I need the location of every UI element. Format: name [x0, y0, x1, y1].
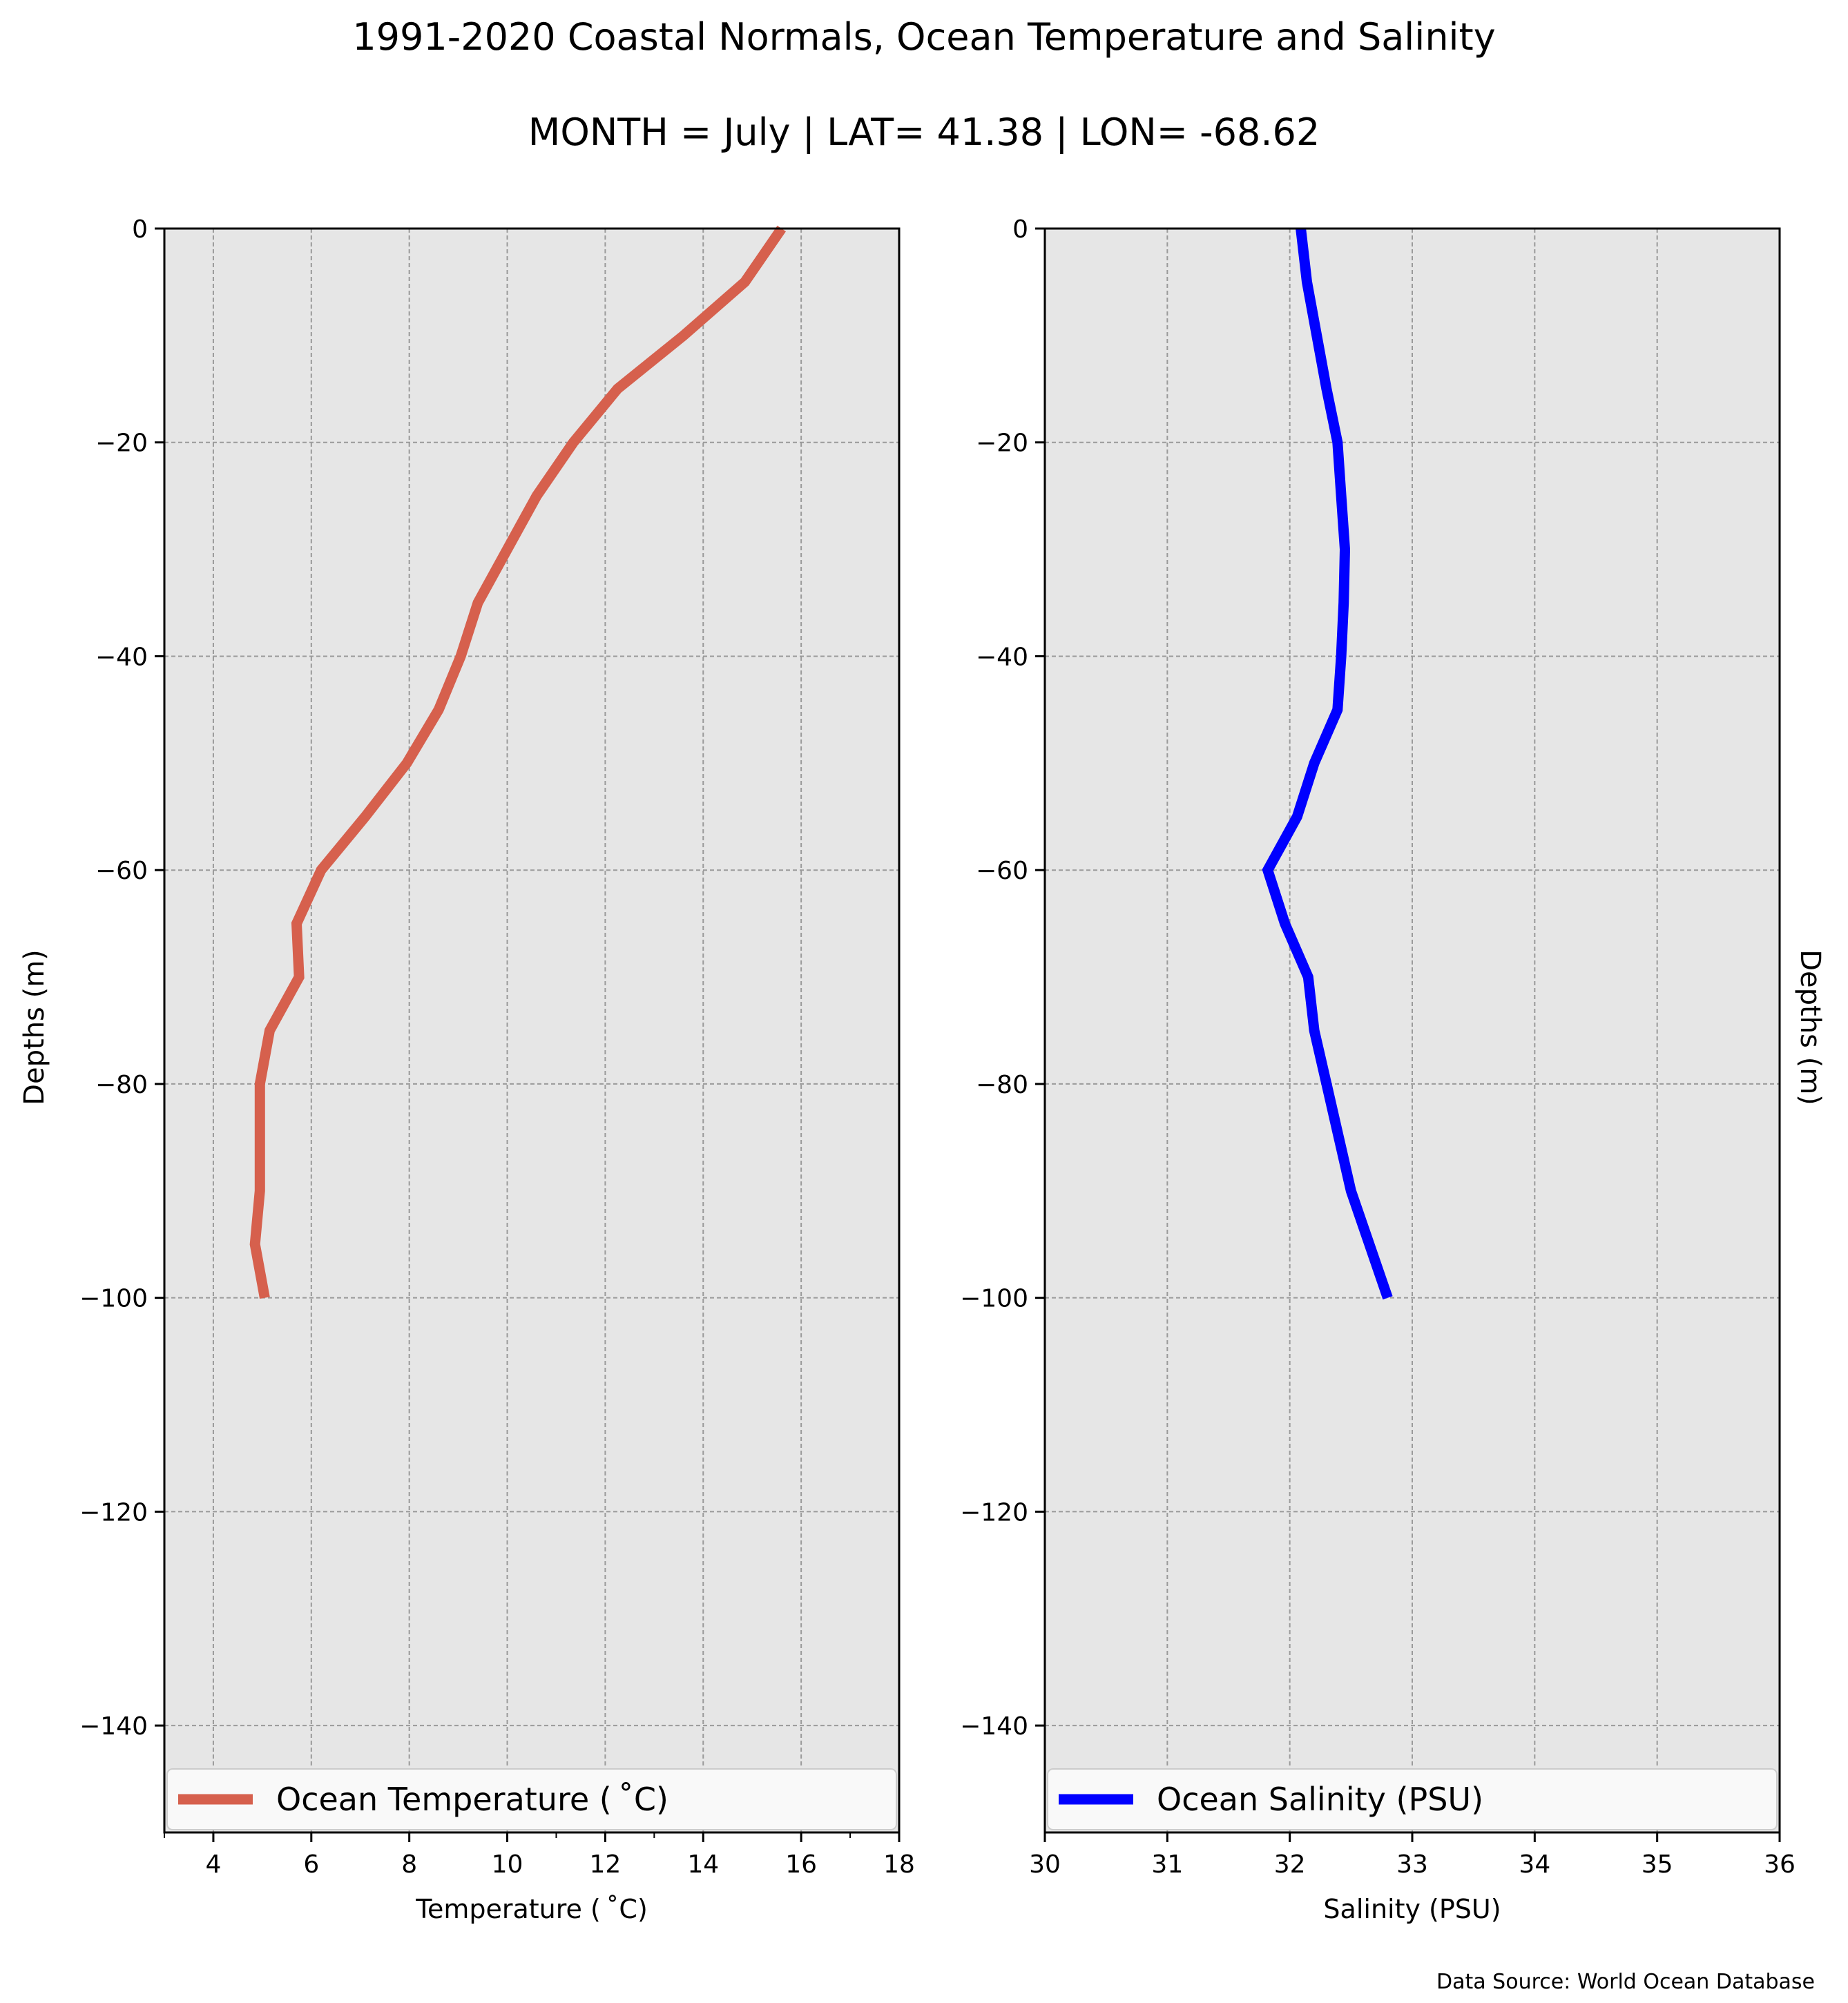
- right-y-axis-label: Depths (m): [1794, 949, 1826, 1105]
- x-tick-label: 12: [589, 1850, 621, 1879]
- data-source-note: Data Source: World Ocean Database: [1436, 1970, 1815, 1994]
- y-tick-label: −60: [976, 857, 1028, 885]
- series-line: [1262, 228, 1393, 1300]
- x-tick-label: 6: [303, 1850, 319, 1879]
- gridlines: [1045, 229, 1780, 1832]
- legend-box: [1047, 1768, 1778, 1830]
- y-tick-label: −20: [95, 429, 148, 458]
- x-tick-label: 30: [1029, 1850, 1061, 1879]
- y-tick-label: 0: [1012, 215, 1028, 244]
- x-tick-label: 18: [883, 1850, 915, 1879]
- series-line: [249, 225, 786, 1299]
- y-tick-label: −80: [95, 1071, 148, 1099]
- x-tick-label: 4: [205, 1850, 221, 1879]
- x-tick-label: 36: [1764, 1850, 1796, 1879]
- figure-subtitle: MONTH = July | LAT= 41.38 | LON= -68.62: [528, 110, 1320, 154]
- y-tick-label: −40: [95, 643, 148, 671]
- x-tick-label: 33: [1396, 1850, 1428, 1879]
- legend-box: [166, 1768, 897, 1830]
- left-y-axis-label: Depths (m): [19, 949, 50, 1105]
- x-axis-label: Salinity (PSU): [1323, 1894, 1501, 1924]
- x-tick-label: 8: [401, 1850, 417, 1879]
- y-tick-label: −100: [960, 1285, 1028, 1313]
- y-tick-label: −140: [960, 1712, 1028, 1741]
- y-tick-label: −140: [79, 1712, 148, 1741]
- y-tick-label: −100: [79, 1285, 148, 1313]
- legend: Ocean Temperature ( ˚C): [166, 1768, 897, 1830]
- y-tick-label: 0: [132, 215, 148, 244]
- y-axis: 0 −20 −40 −60 −80 −100 −120 −140: [960, 215, 1045, 1741]
- gridlines: [164, 229, 899, 1832]
- legend-label: Ocean Salinity (PSU): [1157, 1781, 1483, 1818]
- salinity-chart: Ocean Salinity (PSU) 30 31 32 33 34 35 36 Salini…: [960, 215, 1796, 1924]
- x-axis: 30 31 32 33 34 35 36 Salinity (PSU): [1029, 1832, 1796, 1924]
- y-tick-label: −80: [976, 1071, 1028, 1099]
- x-tick-label: 32: [1274, 1850, 1306, 1879]
- figure-title: 1991-2020 Coastal Normals, Ocean Tempera…: [352, 15, 1495, 59]
- x-tick-label: 16: [785, 1850, 817, 1879]
- x-axis: 4 6 8 10 12 14 16 18 Temperature ( ˚C): [164, 1832, 915, 1924]
- y-tick-label: −120: [79, 1498, 148, 1527]
- x-axis-label: Temperature ( ˚C): [415, 1894, 648, 1924]
- x-tick-label: 31: [1151, 1850, 1183, 1879]
- y-axis: 0 −20 −40 −60 −80 −100 −120 −140: [79, 215, 164, 1741]
- x-tick-label: 35: [1642, 1850, 1673, 1879]
- y-tick-label: −60: [95, 857, 148, 885]
- legend: Ocean Salinity (PSU): [1047, 1768, 1778, 1830]
- x-tick-label: 34: [1519, 1850, 1550, 1879]
- y-tick-label: −40: [976, 643, 1028, 671]
- y-tick-label: −120: [960, 1498, 1028, 1527]
- y-tick-label: −20: [976, 429, 1028, 458]
- legend-label: Ocean Temperature ( ˚C): [276, 1781, 668, 1818]
- x-tick-label: 14: [687, 1850, 719, 1879]
- temperature-chart: Ocean Temperature ( ˚C) 4 6 8 10 12 14 16 18 Temp…: [79, 215, 915, 1924]
- x-tick-label: 10: [492, 1850, 523, 1879]
- plot-frame: [163, 227, 901, 1834]
